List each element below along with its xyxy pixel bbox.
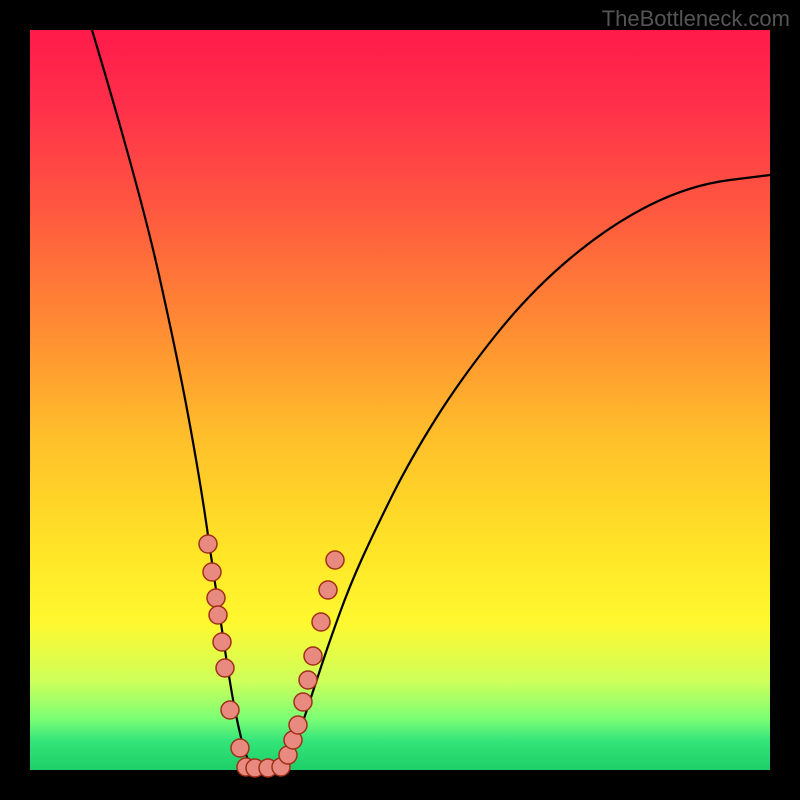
watermark-text: TheBottleneck.com: [602, 6, 790, 32]
data-marker: [289, 716, 307, 734]
data-marker: [294, 693, 312, 711]
data-marker: [221, 701, 239, 719]
data-marker: [312, 613, 330, 631]
chart-svg: [0, 0, 800, 800]
root-canvas: TheBottleneck.com: [0, 0, 800, 800]
data-marker: [326, 551, 344, 569]
data-marker: [299, 671, 317, 689]
data-marker: [203, 563, 221, 581]
data-marker: [216, 659, 234, 677]
data-marker: [199, 535, 217, 553]
data-marker: [207, 589, 225, 607]
data-marker: [319, 581, 337, 599]
data-marker: [213, 633, 231, 651]
data-marker: [304, 647, 322, 665]
data-marker: [231, 739, 249, 757]
data-marker: [209, 606, 227, 624]
plot-area: [30, 30, 770, 770]
